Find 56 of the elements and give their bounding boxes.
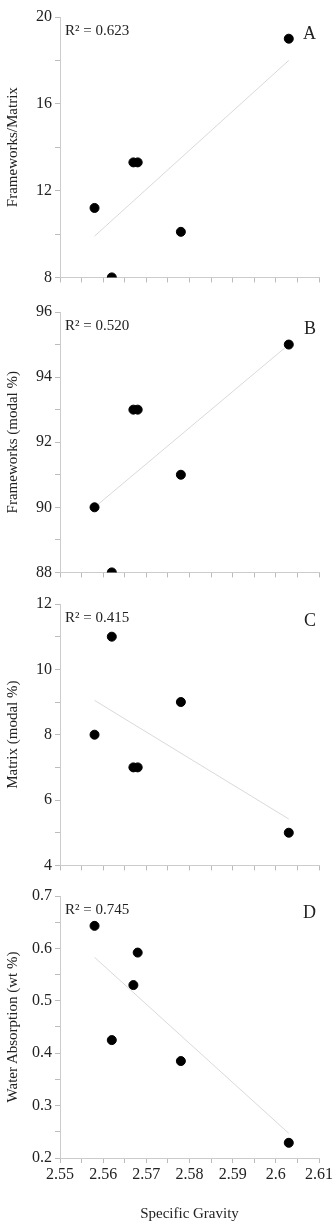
y-tick-label: 6 — [44, 790, 52, 808]
x-tick-label: 2.6 — [265, 1164, 286, 1182]
point — [89, 729, 100, 740]
y-tick-label: 12 — [36, 180, 52, 198]
point — [128, 980, 139, 991]
annotation: A — [303, 22, 316, 43]
y-tick-label: 8 — [44, 724, 52, 742]
annotation: D — [303, 901, 316, 922]
y-tick-label: 88 — [36, 562, 52, 580]
y-tick-label: 94 — [36, 367, 52, 385]
point — [283, 1137, 294, 1148]
y-tick-label: 0.2 — [32, 1148, 52, 1166]
annotation: C — [303, 609, 316, 630]
point — [132, 947, 143, 958]
y-tick-label: 10 — [36, 659, 52, 677]
y-tick-label: 4 — [44, 855, 52, 873]
y-tick-label: 20 — [36, 7, 52, 25]
y-axis-title: Matrix (modal %) — [3, 680, 21, 789]
y-tick-label: 0.4 — [32, 1043, 52, 1061]
x-tick-label: 2.55 — [46, 1164, 74, 1182]
annotation: R² = 0.520 — [65, 317, 130, 334]
y-tick-label: 12 — [36, 594, 52, 612]
point — [175, 697, 186, 708]
x-axis-title: Specific Gravity — [140, 1204, 240, 1221]
y-tick-label: 90 — [36, 497, 52, 515]
x-tick-label: 2.58 — [175, 1164, 204, 1182]
annotation: R² = 0.623 — [65, 22, 130, 39]
point — [89, 920, 100, 931]
y-tick-label: 0.7 — [32, 886, 52, 904]
point — [175, 1056, 186, 1067]
y-tick-label: 16 — [36, 94, 52, 111]
y-tick-label: 0.6 — [32, 938, 52, 956]
point — [89, 502, 100, 513]
point — [283, 339, 294, 350]
annotation: B — [303, 317, 316, 338]
y-tick-label: 8 — [44, 267, 52, 285]
point — [89, 202, 100, 213]
annotation: R² = 0.745 — [65, 901, 130, 918]
y-tick-label: 0.3 — [32, 1095, 52, 1113]
x-tick-label: 2.57 — [132, 1164, 161, 1182]
point — [106, 1035, 117, 1046]
y-axis-title: Frameworks/Matrix — [3, 86, 20, 208]
point — [106, 631, 117, 642]
y-axis-title: Frameworks (modal %) — [3, 370, 21, 514]
point — [175, 469, 186, 480]
y-tick-label: 96 — [36, 302, 52, 320]
point — [175, 226, 186, 237]
x-tick-label: 2.59 — [218, 1164, 247, 1182]
y-tick-label: 92 — [36, 432, 52, 450]
y-axis-title: Water Absorption (wt %) — [3, 951, 21, 1103]
point — [283, 827, 294, 838]
y-tick-label: 0.5 — [32, 991, 52, 1008]
annotation: R² = 0.415 — [65, 609, 130, 626]
point — [283, 33, 294, 44]
x-tick-label: 2.56 — [89, 1164, 118, 1182]
x-tick-label: 2.61 — [305, 1164, 333, 1182]
